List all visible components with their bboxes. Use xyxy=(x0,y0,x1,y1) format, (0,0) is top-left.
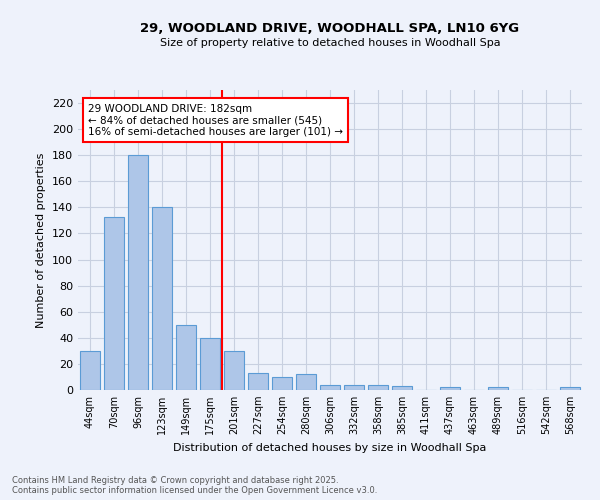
Bar xyxy=(152,208,172,390)
Bar xyxy=(176,325,196,390)
Text: 29, WOODLAND DRIVE, WOODHALL SPA, LN10 6YG: 29, WOODLAND DRIVE, WOODHALL SPA, LN10 6… xyxy=(140,22,520,36)
Bar xyxy=(320,385,340,390)
Bar xyxy=(224,351,244,390)
Y-axis label: Number of detached properties: Number of detached properties xyxy=(37,152,46,328)
Bar xyxy=(80,351,100,390)
Bar xyxy=(344,385,364,390)
Text: Size of property relative to detached houses in Woodhall Spa: Size of property relative to detached ho… xyxy=(160,38,500,48)
Bar xyxy=(128,155,148,390)
Bar xyxy=(440,388,460,390)
Bar xyxy=(272,377,292,390)
Bar xyxy=(392,386,412,390)
Bar xyxy=(368,385,388,390)
Text: 29 WOODLAND DRIVE: 182sqm
← 84% of detached houses are smaller (545)
16% of semi: 29 WOODLAND DRIVE: 182sqm ← 84% of detac… xyxy=(88,104,343,136)
Bar xyxy=(560,388,580,390)
Text: Contains HM Land Registry data © Crown copyright and database right 2025.
Contai: Contains HM Land Registry data © Crown c… xyxy=(12,476,377,495)
Bar xyxy=(104,216,124,390)
Bar xyxy=(488,388,508,390)
Bar xyxy=(200,338,220,390)
Bar xyxy=(248,373,268,390)
Bar xyxy=(296,374,316,390)
X-axis label: Distribution of detached houses by size in Woodhall Spa: Distribution of detached houses by size … xyxy=(173,442,487,452)
